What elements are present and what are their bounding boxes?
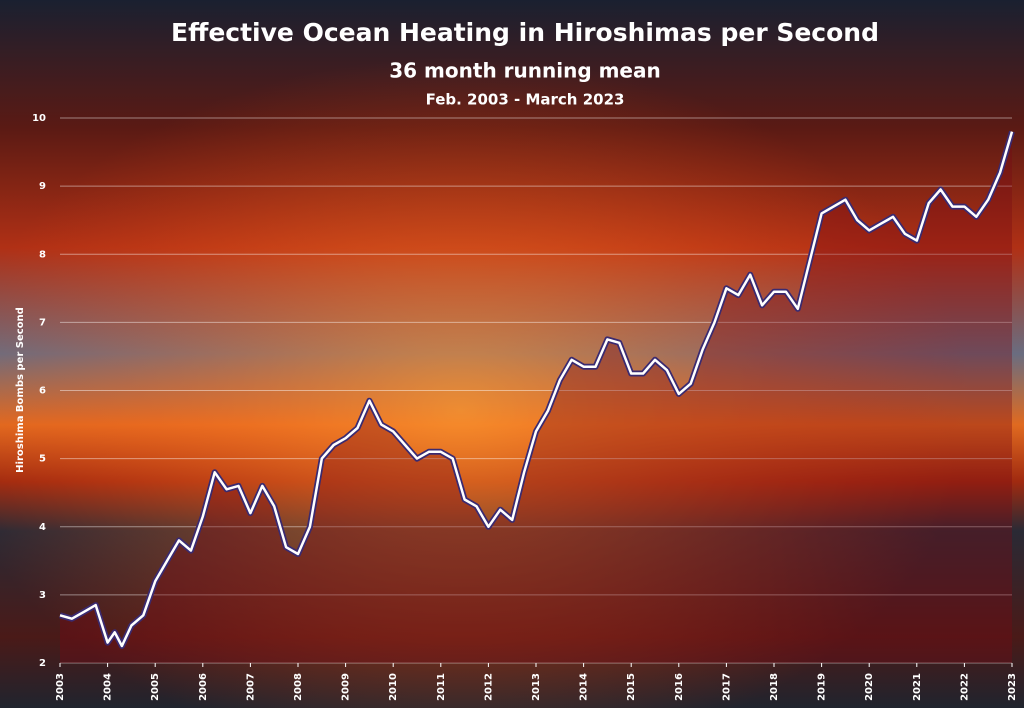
x-tick-label: 2006 [198,673,209,701]
x-tick-label: 2017 [721,673,732,701]
x-tick-label: 2009 [341,673,352,701]
x-tick-label: 2012 [483,673,494,701]
x-tick-label: 2011 [436,673,447,701]
x-tick-label: 2013 [531,673,542,701]
x-tick-label: 2014 [579,673,590,701]
x-tick-label: 2010 [388,673,399,701]
x-tick-label: 2020 [864,673,875,701]
x-tick-label: 2019 [817,673,828,701]
x-tick-label: 2008 [293,673,304,701]
x-tick-label: 2004 [103,673,114,701]
x-tick-label: 2005 [150,673,161,701]
area [60,131,1012,664]
y-tick-label: 2 [39,658,46,669]
chart-subtitle: 36 month running mean [389,59,660,83]
x-tick-label: 2003 [55,673,66,701]
y-tick-label: 4 [39,522,46,533]
y-tick-label: 10 [32,113,46,124]
x-tick-label: 2007 [245,673,256,701]
y-tick-label: 8 [39,249,46,260]
x-tick-label: 2021 [912,673,923,701]
y-tick-label: 5 [39,454,46,465]
y-tick-label: 6 [39,386,46,397]
y-tick-label: 3 [39,590,46,601]
x-tick-label: 2022 [959,673,970,701]
line [59,131,1014,648]
chart-title: Effective Ocean Heating in Hiroshimas pe… [171,18,879,47]
date-range: Feb. 2003 - March 2023 [426,91,625,109]
x-tick-label: 2016 [674,673,685,701]
y-tick-label: 7 [39,317,46,328]
y-axis-label: Hiroshima Bombs per Second [15,307,26,473]
x-tick-label: 2023 [1007,673,1018,701]
x-tick-label: 2015 [626,673,637,701]
y-tick-label: 9 [39,181,46,192]
x-tick-label: 2018 [769,673,780,701]
